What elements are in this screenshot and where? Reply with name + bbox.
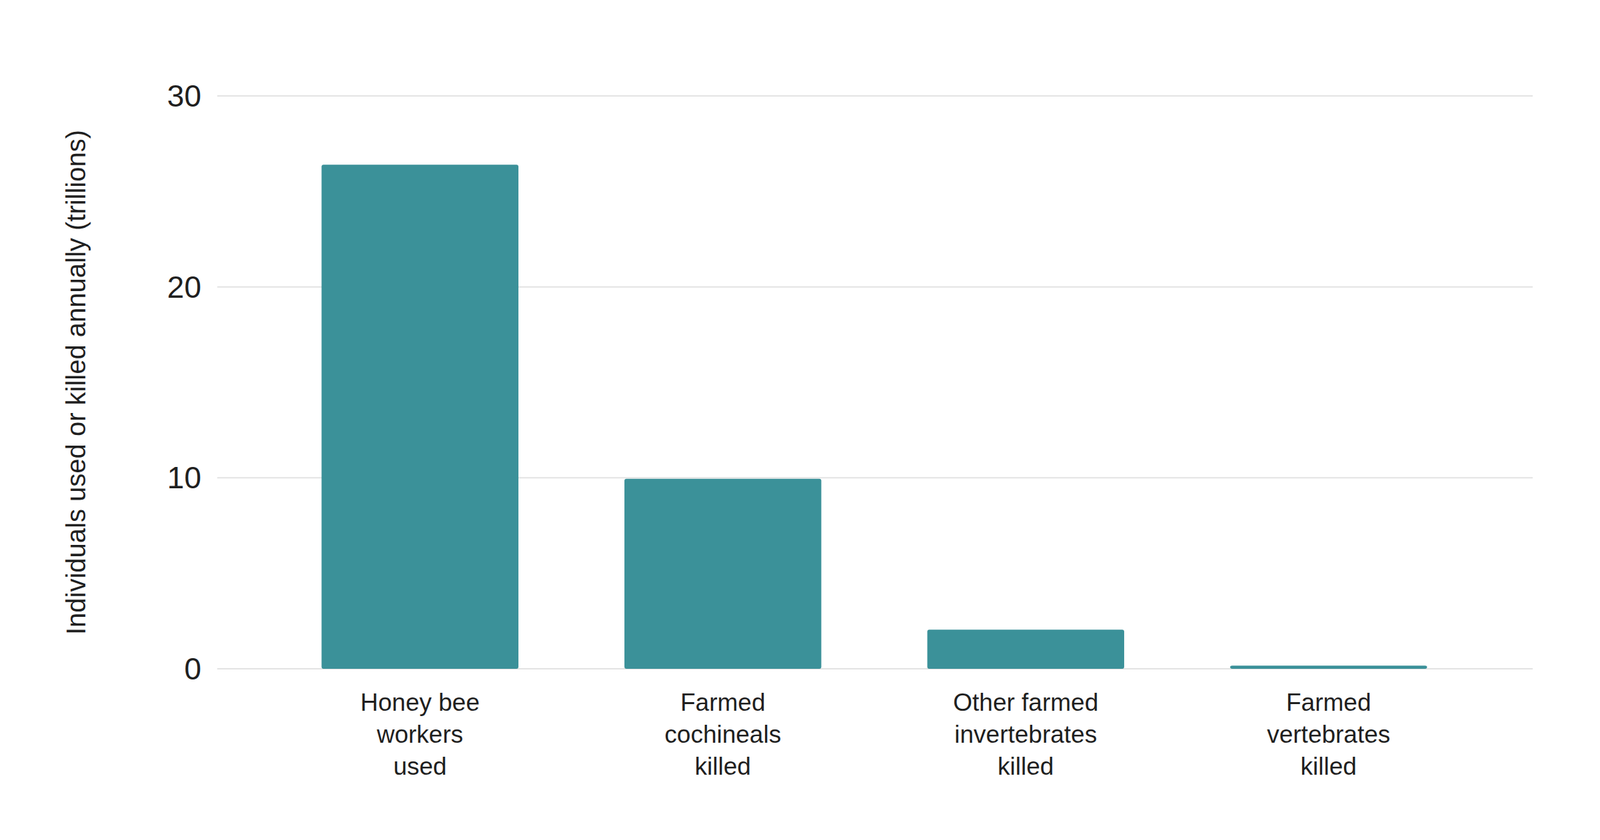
bars bbox=[321, 164, 1428, 670]
x-tick-label: Honey beeworkersused bbox=[360, 689, 480, 781]
grid-line bbox=[217, 95, 1533, 97]
y-tick-label: 0 bbox=[183, 651, 202, 687]
y-tick-label: 10 bbox=[167, 460, 202, 496]
bar bbox=[321, 164, 519, 670]
bar bbox=[1230, 665, 1427, 670]
y-tick-label: 20 bbox=[167, 269, 202, 305]
x-tick-label: Farmedcochinealskilled bbox=[664, 689, 782, 781]
x-tick-label: Farmedvertebrateskilled bbox=[1266, 689, 1391, 781]
bar bbox=[927, 629, 1125, 670]
chart-svg: 0 10 20 30 Individuals used or killed annual… bbox=[0, 0, 1600, 840]
x-tick-label: Other farmedinvertebrateskilled bbox=[952, 689, 1099, 781]
y-axis-label: Individuals used or killed annually (tri… bbox=[61, 129, 91, 636]
y-tick-label: 30 bbox=[167, 78, 202, 114]
chart-container: 0 10 20 30 Individuals used or killed annual… bbox=[0, 0, 1600, 840]
bar bbox=[624, 479, 821, 670]
